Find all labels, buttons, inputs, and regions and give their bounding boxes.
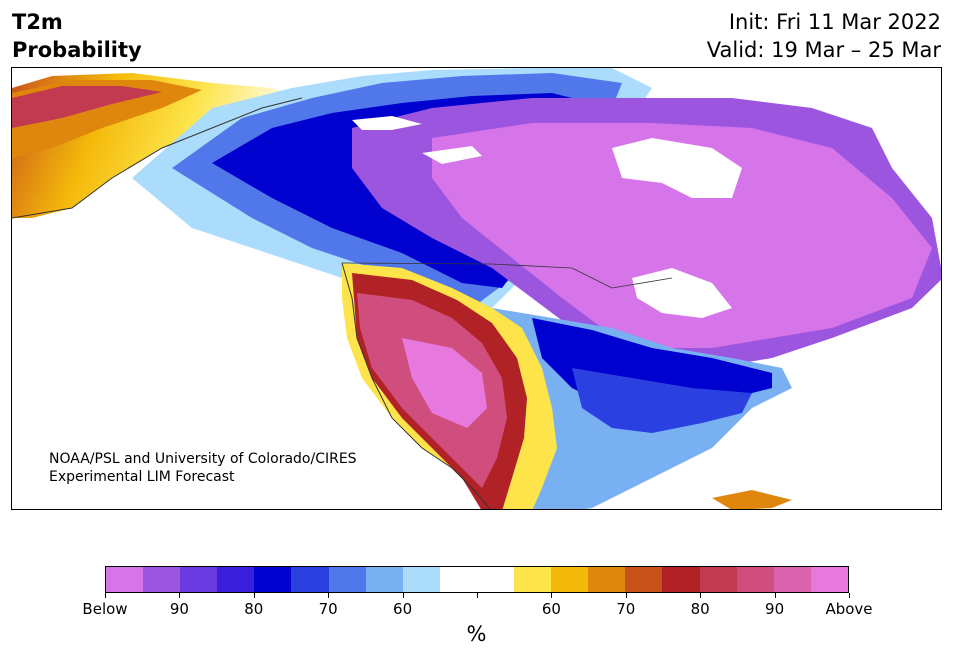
coastline — [12, 97, 491, 509]
colorbar-tick — [775, 593, 776, 598]
colorbar-segment — [514, 567, 552, 592]
colorbar-segment — [736, 567, 774, 592]
colorbar-segment — [106, 567, 144, 592]
colorbar-segment — [402, 567, 440, 592]
colorbar-tick-label: 60 — [541, 600, 561, 618]
colorbar-tick-label: 80 — [690, 600, 710, 618]
colorbar-segment — [365, 567, 403, 592]
colorbar-segment — [588, 567, 626, 592]
canada-below-region — [432, 123, 932, 348]
colorbar-tick — [477, 593, 478, 598]
colorbar-tick-label: Below — [82, 600, 128, 618]
great-slave-lake — [422, 146, 482, 164]
southeast-cold — [572, 368, 752, 433]
alaska-warm-peak — [12, 86, 162, 128]
colorbar-tick-label: Above — [825, 600, 873, 618]
cuba-warm — [712, 490, 792, 509]
probability-map — [12, 68, 941, 509]
great-bear-lake — [352, 116, 422, 130]
colorbar-tick-label: 60 — [393, 600, 413, 618]
valid-range: Valid: 19 Mar – 25 Mar — [706, 38, 941, 62]
colorbar-tick-label: 90 — [169, 600, 189, 618]
colorbar-segment — [699, 567, 737, 592]
init-date: Init: Fri 11 Mar 2022 — [728, 10, 941, 34]
colorbar-tick-label: 70 — [616, 600, 636, 618]
colorbar-segment — [254, 567, 292, 592]
colorbar-segment — [439, 567, 477, 592]
colorbar-tick — [626, 593, 627, 598]
colorbar-segment — [625, 567, 663, 592]
credit-note: NOAA/PSL and University of Colorado/CIRE… — [49, 450, 357, 486]
colorbar-tick — [551, 593, 552, 598]
colorbar-tick — [254, 593, 255, 598]
colorbar-tick — [328, 593, 329, 598]
colorbar-tick — [700, 593, 701, 598]
colorbar-segment — [551, 567, 589, 592]
colorbar — [105, 566, 849, 593]
colorbar-segment — [180, 567, 218, 592]
map-title-line1: T2m — [12, 10, 63, 34]
hudson-bay — [612, 138, 742, 198]
colorbar-segment — [328, 567, 366, 592]
colorbar-tick — [403, 593, 404, 598]
colorbar-segment — [143, 567, 181, 592]
colorbar-labels: Below 90 80 70 60 60 70 80 90 Above — [0, 600, 953, 620]
colorbar-segment — [773, 567, 811, 592]
colorbar-tick — [849, 593, 850, 598]
map-panel — [11, 67, 942, 510]
colorbar-segment — [810, 567, 848, 592]
credit-line1: NOAA/PSL and University of Colorado/CIRE… — [49, 451, 357, 467]
map-title-line2: Probability — [12, 38, 142, 62]
west-us-above-core — [402, 338, 487, 428]
colorbar-segment — [291, 567, 329, 592]
colorbar-segment — [476, 567, 515, 592]
forecast-dates: Init: Fri 11 Mar 2022 Valid: 19 Mar – 25… — [707, 8, 941, 64]
colorbar-unit: % — [466, 622, 487, 646]
colorbar-tick — [179, 593, 180, 598]
colorbar-tick — [105, 593, 106, 598]
colorbar-segment — [662, 567, 700, 592]
colorbar-tick-label: 90 — [765, 600, 785, 618]
colorbar-segment — [217, 567, 255, 592]
map-title: T2m Probability — [12, 8, 142, 64]
colorbar-tick-label: 70 — [318, 600, 338, 618]
colorbar-tick-label: 80 — [244, 600, 264, 618]
us-canada-border — [341, 262, 673, 289]
credit-line2: Experimental LIM Forecast — [49, 469, 235, 485]
